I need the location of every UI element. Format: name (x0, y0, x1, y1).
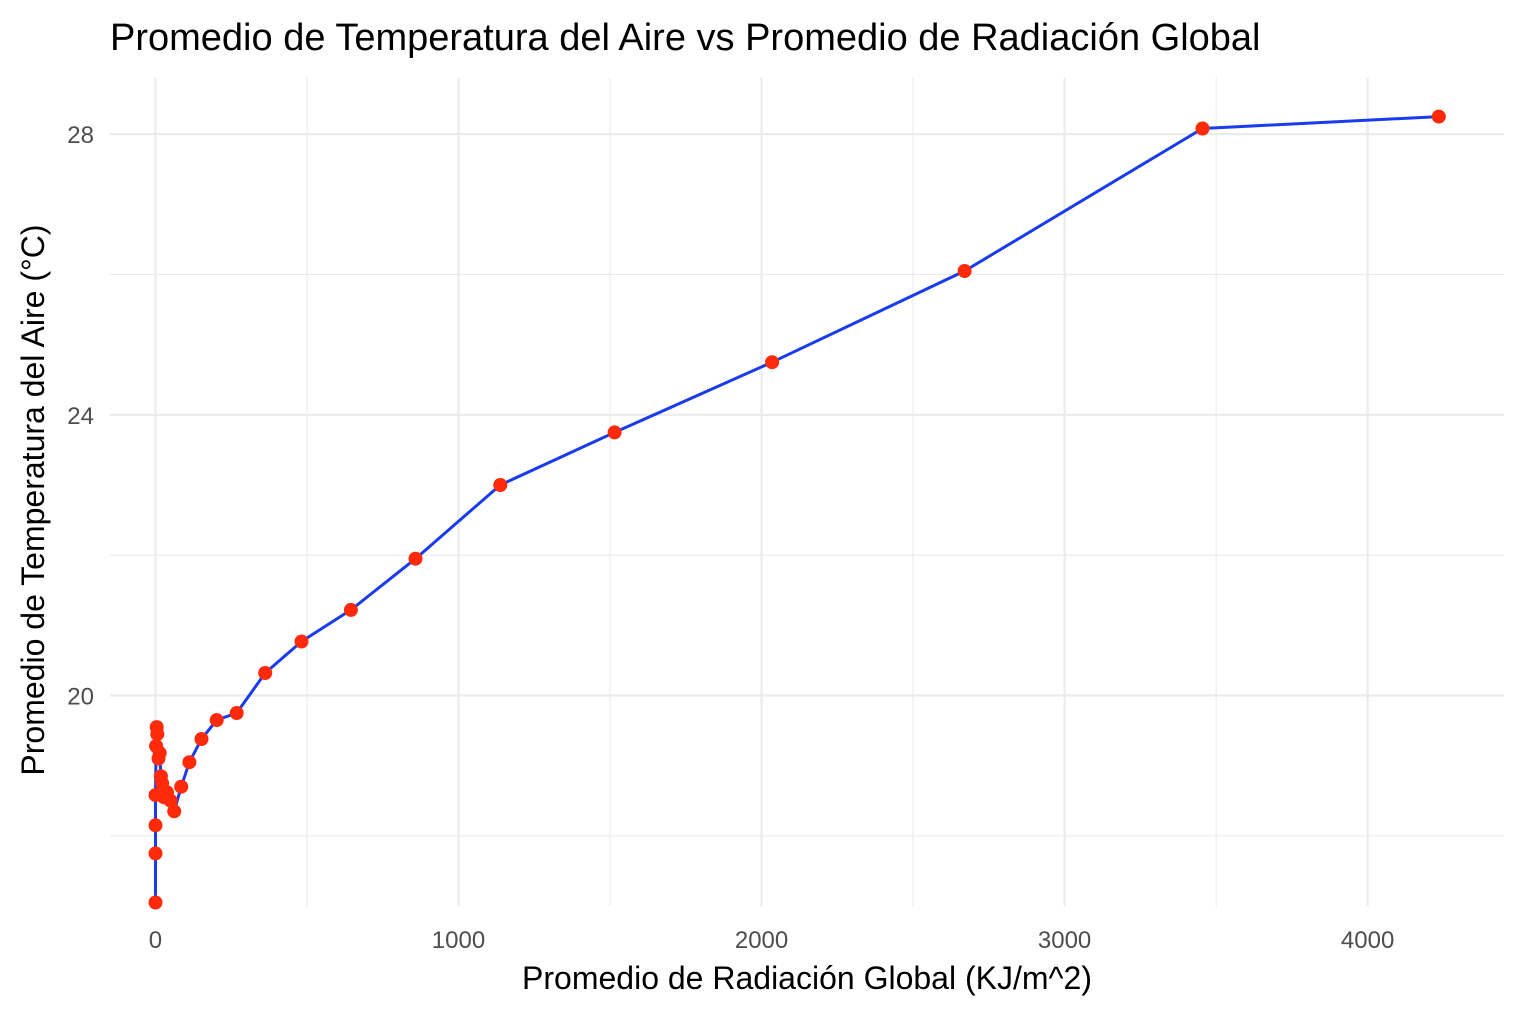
data-point-17 (194, 732, 209, 746)
data-point-layer (148, 109, 1446, 910)
data-point-27 (957, 264, 972, 278)
data-point-24 (493, 478, 508, 492)
data-point-22 (343, 602, 358, 617)
series-line-0 (154, 115, 1441, 904)
data-point-26 (765, 355, 780, 370)
data-point-21 (294, 634, 309, 649)
x-axis-title: Promedio de Radiación Global (KJ/m^2) (522, 960, 1092, 996)
data-point-0 (148, 895, 163, 910)
data-point-14 (167, 804, 182, 819)
x-tick-label-0: 0 (149, 927, 162, 954)
y-axis-title: Promedio de Temperatura del Aire (°C) (15, 224, 51, 775)
tick-label-layer: 0 1000 2000 3000 4000 20 24 28 (67, 122, 1394, 954)
data-point-28 (1195, 121, 1210, 136)
series-line-layer (154, 115, 1441, 904)
y-tick-label-2: 28 (67, 122, 94, 149)
data-point-1 (148, 846, 163, 861)
data-point-6 (150, 727, 165, 742)
data-point-16 (182, 755, 197, 770)
grid-layer (110, 78, 1504, 906)
y-tick-label-0: 20 (67, 683, 94, 710)
x-tick-label-3: 3000 (1038, 927, 1091, 954)
data-point-13 (163, 793, 178, 808)
x-tick-label-1: 1000 (432, 927, 485, 954)
x-tick-label-2: 2000 (735, 927, 788, 954)
data-point-2 (148, 818, 163, 833)
data-point-15 (174, 779, 189, 794)
data-point-19 (229, 706, 244, 720)
y-tick-label-1: 24 (67, 403, 94, 430)
data-point-23 (408, 551, 423, 566)
data-point-29 (1431, 109, 1446, 124)
x-tick-label-4: 4000 (1341, 927, 1394, 954)
data-point-20 (258, 666, 273, 680)
data-point-18 (209, 713, 224, 728)
data-point-8 (152, 746, 167, 760)
data-point-25 (607, 425, 622, 440)
chart-title: Promedio de Temperatura del Aire vs Prom… (110, 17, 1260, 59)
